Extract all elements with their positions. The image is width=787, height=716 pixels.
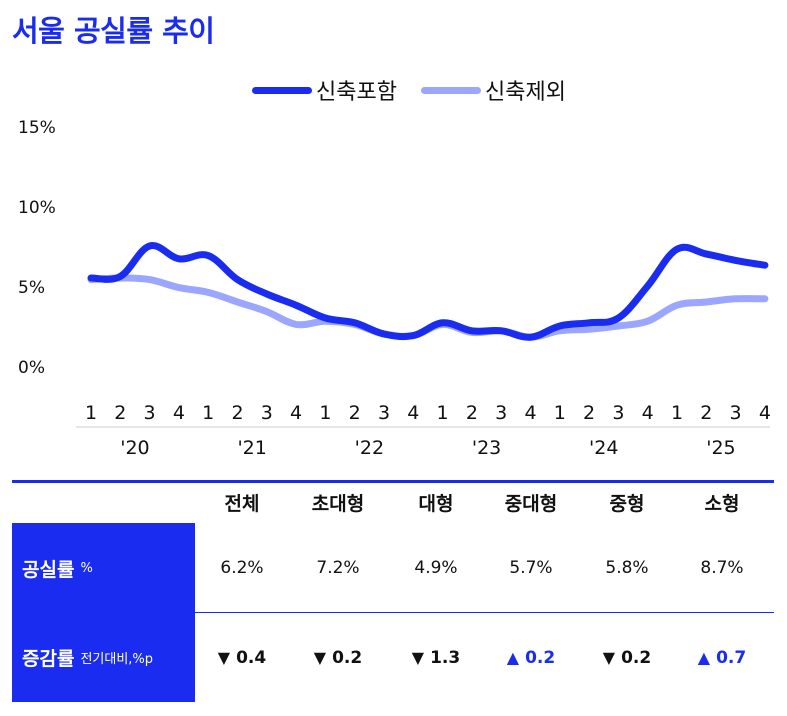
x-tick-year: '25 — [706, 437, 735, 459]
arrow-down-icon: ▼ — [313, 648, 327, 667]
column-header: 중대형 — [504, 493, 558, 515]
x-tick-year: '22 — [355, 437, 384, 459]
column-header: 중형 — [609, 493, 645, 515]
x-tick-quarter: 1 — [437, 402, 449, 424]
x-tick-quarter: 3 — [378, 402, 390, 424]
column-header: 대형 — [418, 493, 454, 515]
legend-item-series-1: 신축포함 — [252, 74, 397, 106]
change-number: 0.4 — [236, 647, 267, 668]
x-tick-quarter: 3 — [612, 402, 624, 424]
change-row-label: 증감률 전기대비,%p — [12, 613, 195, 702]
legend-swatch-series-1 — [252, 86, 312, 94]
change-value: ▼ 1.3 — [391, 613, 481, 702]
row-divider — [195, 612, 774, 613]
series-line-1 — [87, 242, 769, 341]
arrow-down-icon: ▼ — [602, 648, 616, 667]
y-tick-label: 10% — [18, 198, 56, 218]
x-tick-quarter: 4 — [642, 402, 654, 424]
change-value: ▼ 0.2 — [293, 613, 383, 702]
change-number: 0.7 — [716, 647, 747, 668]
x-tick-quarter: 1 — [554, 402, 566, 424]
vacancy-value: 4.9% — [414, 558, 458, 578]
legend-swatch-series-2 — [420, 86, 481, 94]
x-tick-year: '23 — [472, 437, 501, 459]
arrow-up-icon: ▲ — [697, 648, 711, 667]
vacancy-value: 7.2% — [316, 558, 360, 578]
x-tick-quarter: 2 — [349, 402, 361, 424]
change-number: 1.3 — [430, 647, 461, 668]
legend-label-series-2: 신축제외 — [484, 80, 566, 105]
change-value: ▼ 0.4 — [197, 613, 287, 702]
x-tick-quarter: 1 — [319, 402, 331, 424]
change-number: 0.2 — [332, 647, 363, 668]
legend-label-series-1: 신축포함 — [316, 80, 397, 105]
x-tick-year: '20 — [120, 437, 149, 459]
table-header-row: 전체 초대형 대형 중대형 중형 소형 — [12, 483, 774, 525]
x-tick-quarter: 4 — [524, 402, 536, 424]
change-label: 증감률 — [22, 648, 75, 670]
vacancy-value: 5.7% — [509, 558, 553, 578]
x-tick-quarter: 2 — [114, 402, 126, 424]
table-top-rule — [12, 480, 774, 483]
x-tick-quarter: 2 — [700, 402, 712, 424]
page-title: 서울 공실률 추이 — [12, 14, 215, 48]
y-tick-label: 5% — [18, 278, 45, 298]
x-tick-quarter: 1 — [671, 402, 683, 424]
vacancy-value: 8.7% — [700, 558, 744, 578]
change-value: ▼ 0.2 — [582, 613, 672, 702]
change-number: 0.2 — [525, 647, 556, 668]
x-tick-quarter: 4 — [290, 402, 302, 424]
x-tick-quarter: 3 — [144, 402, 156, 424]
vacancy-value: 5.8% — [605, 558, 649, 578]
x-tick-year: '24 — [589, 437, 618, 459]
x-tick-quarter: 1 — [202, 402, 214, 424]
vacancy-row: 6.2% 7.2% 4.9% 5.7% 5.8% 8.7% — [12, 523, 774, 613]
arrow-down-icon: ▼ — [411, 648, 425, 667]
chart-legend: 신축포함 신축제외 — [252, 74, 566, 106]
vacancy-value: 6.2% — [220, 558, 264, 578]
y-tick-label: 15% — [18, 118, 56, 138]
legend-item-series-2: 신축제외 — [420, 74, 566, 106]
y-tick-label: 0% — [18, 358, 45, 378]
change-row: ▼ 0.4 ▼ 0.2 ▼ 1.3 ▲ 0.2 ▼ 0.2 ▲ 0.7 — [12, 613, 774, 702]
vacancy-unit: % — [80, 560, 93, 576]
x-tick-quarter: 4 — [173, 402, 185, 424]
x-tick-year: '21 — [237, 437, 266, 459]
x-tick-quarter: 3 — [261, 402, 273, 424]
x-tick-quarter: 4 — [759, 402, 771, 424]
x-tick-quarter: 2 — [466, 402, 478, 424]
x-tick-quarter: 2 — [583, 402, 595, 424]
column-header: 전체 — [224, 493, 260, 515]
change-unit: 전기대비,%p — [80, 652, 154, 667]
vacancy-label: 공실률 — [22, 558, 75, 581]
change-value: ▲ 0.2 — [486, 613, 576, 702]
x-tick-quarter: 2 — [231, 402, 243, 424]
x-tick-quarter: 3 — [495, 402, 507, 424]
arrow-up-icon: ▲ — [506, 648, 520, 667]
column-header: 소형 — [704, 493, 740, 515]
column-header: 초대형 — [311, 493, 365, 515]
x-tick-quarter: 4 — [407, 402, 419, 424]
x-tick-quarter: 3 — [730, 402, 742, 424]
vacancy-table: 전체 초대형 대형 중대형 중형 소형 공실률 % 6.2% 7.2% 4.9% 5.7% 5.8… — [12, 480, 774, 702]
change-number: 0.2 — [621, 647, 652, 668]
line-chart: 0%5%10%15%1 2 3 4 1 2 3 4 1 2 3 4 1 2 3 4 1 2 3 4 1 2 3 4'20'21… — [18, 118, 771, 459]
vacancy-row-label: 공실률 % — [12, 523, 195, 613]
arrow-down-icon: ▼ — [217, 648, 231, 667]
x-tick-quarter: 1 — [85, 402, 97, 424]
change-value: ▲ 0.7 — [677, 613, 767, 702]
